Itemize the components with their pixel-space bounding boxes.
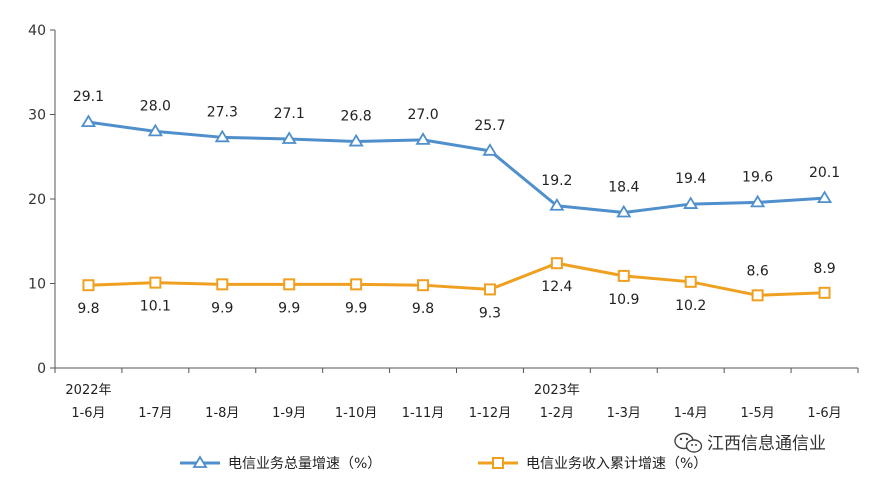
- data-label: 10.2: [675, 298, 706, 314]
- data-label: 19.6: [742, 169, 773, 185]
- y-tick-label: 30: [28, 108, 46, 124]
- data-point-triangle: [482, 143, 498, 156]
- data-label: 27.0: [407, 107, 438, 123]
- data-point-triangle: [80, 114, 97, 128]
- y-tick-label: 10: [28, 277, 46, 293]
- data-label: 18.4: [608, 180, 639, 196]
- data-point-square: [483, 283, 496, 296]
- data-point-triangle: [750, 194, 766, 208]
- data-point-triangle: [415, 132, 431, 145]
- data-point-square: [350, 278, 363, 291]
- wechat-icon: [674, 432, 703, 453]
- data-label: 29.1: [73, 89, 104, 105]
- legend-marker-triangle: [192, 455, 208, 468]
- data-point-square: [82, 279, 95, 292]
- data-point-triangle: [683, 196, 699, 209]
- data-label: 9.9: [345, 300, 367, 316]
- data-label: 10.9: [608, 292, 639, 308]
- data-label: 27.1: [274, 106, 305, 122]
- x-tick-label: 1-12月: [469, 406, 512, 421]
- legend-marker-square: [492, 457, 504, 469]
- x-tick-year-label: 2022年: [65, 383, 111, 398]
- data-point-square: [550, 257, 563, 270]
- data-label: 19.4: [675, 171, 706, 187]
- x-tick-label: 1-10月: [335, 406, 378, 421]
- x-tick-label: 1-2月: [540, 406, 574, 421]
- data-label: 19.2: [541, 173, 572, 189]
- data-label: 25.7: [474, 118, 505, 134]
- x-tick-label: 1-7月: [138, 406, 172, 421]
- data-point-triangle: [147, 123, 163, 137]
- x-tick-label: 1-11月: [402, 406, 445, 421]
- data-label: 12.4: [541, 279, 572, 295]
- data-label: 9.8: [77, 301, 99, 317]
- data-label: 20.1: [809, 165, 840, 181]
- data-point-square: [751, 289, 764, 302]
- data-point-triangle: [214, 129, 230, 143]
- data-label: 9.8: [412, 301, 434, 317]
- x-tick-label: 1-9月: [272, 406, 306, 421]
- x-tick-label: 1-8月: [205, 406, 239, 421]
- data-label: 10.1: [140, 299, 171, 315]
- data-point-triangle: [281, 131, 297, 144]
- data-label: 9.3: [479, 305, 501, 321]
- data-label: 8.6: [746, 263, 768, 279]
- data-label: 28.0: [140, 98, 171, 114]
- data-point-triangle: [616, 204, 632, 218]
- data-point-square: [818, 286, 831, 299]
- data-point-triangle: [549, 198, 565, 211]
- legend-label-1: 电信业务总量增速（%）: [228, 456, 381, 472]
- data-point-square: [149, 276, 162, 289]
- data-point-square: [216, 278, 229, 291]
- x-tick-label: 1-6月: [71, 406, 105, 421]
- data-label: 27.3: [207, 104, 238, 120]
- data-point-square: [684, 275, 697, 288]
- data-point-triangle: [348, 133, 364, 147]
- legend-label-2: 电信业务收入累计增速（%）: [526, 456, 707, 472]
- series-line-2: [88, 261, 825, 297]
- watermark-text: 江西信息通信业: [707, 434, 826, 454]
- data-point-triangle: [816, 190, 833, 204]
- series-line-1: [88, 120, 825, 215]
- x-tick-label: 1-3月: [607, 406, 641, 421]
- data-label: 9.9: [211, 300, 233, 316]
- data-point-square: [617, 269, 630, 282]
- x-tick-label: 1-4月: [674, 406, 708, 421]
- data-label: 26.8: [341, 109, 372, 125]
- y-tick-label: 40: [28, 23, 46, 39]
- data-label: 8.9: [813, 261, 835, 277]
- y-tick-label: 20: [28, 192, 46, 208]
- x-tick-label: 1-5月: [741, 406, 775, 421]
- y-tick-label: 0: [37, 361, 46, 377]
- x-tick-label: 1-6月: [807, 406, 841, 421]
- data-point-square: [283, 278, 296, 291]
- x-tick-year-label: 2023年: [534, 383, 580, 398]
- data-label: 9.9: [278, 300, 300, 316]
- data-point-square: [417, 279, 430, 292]
